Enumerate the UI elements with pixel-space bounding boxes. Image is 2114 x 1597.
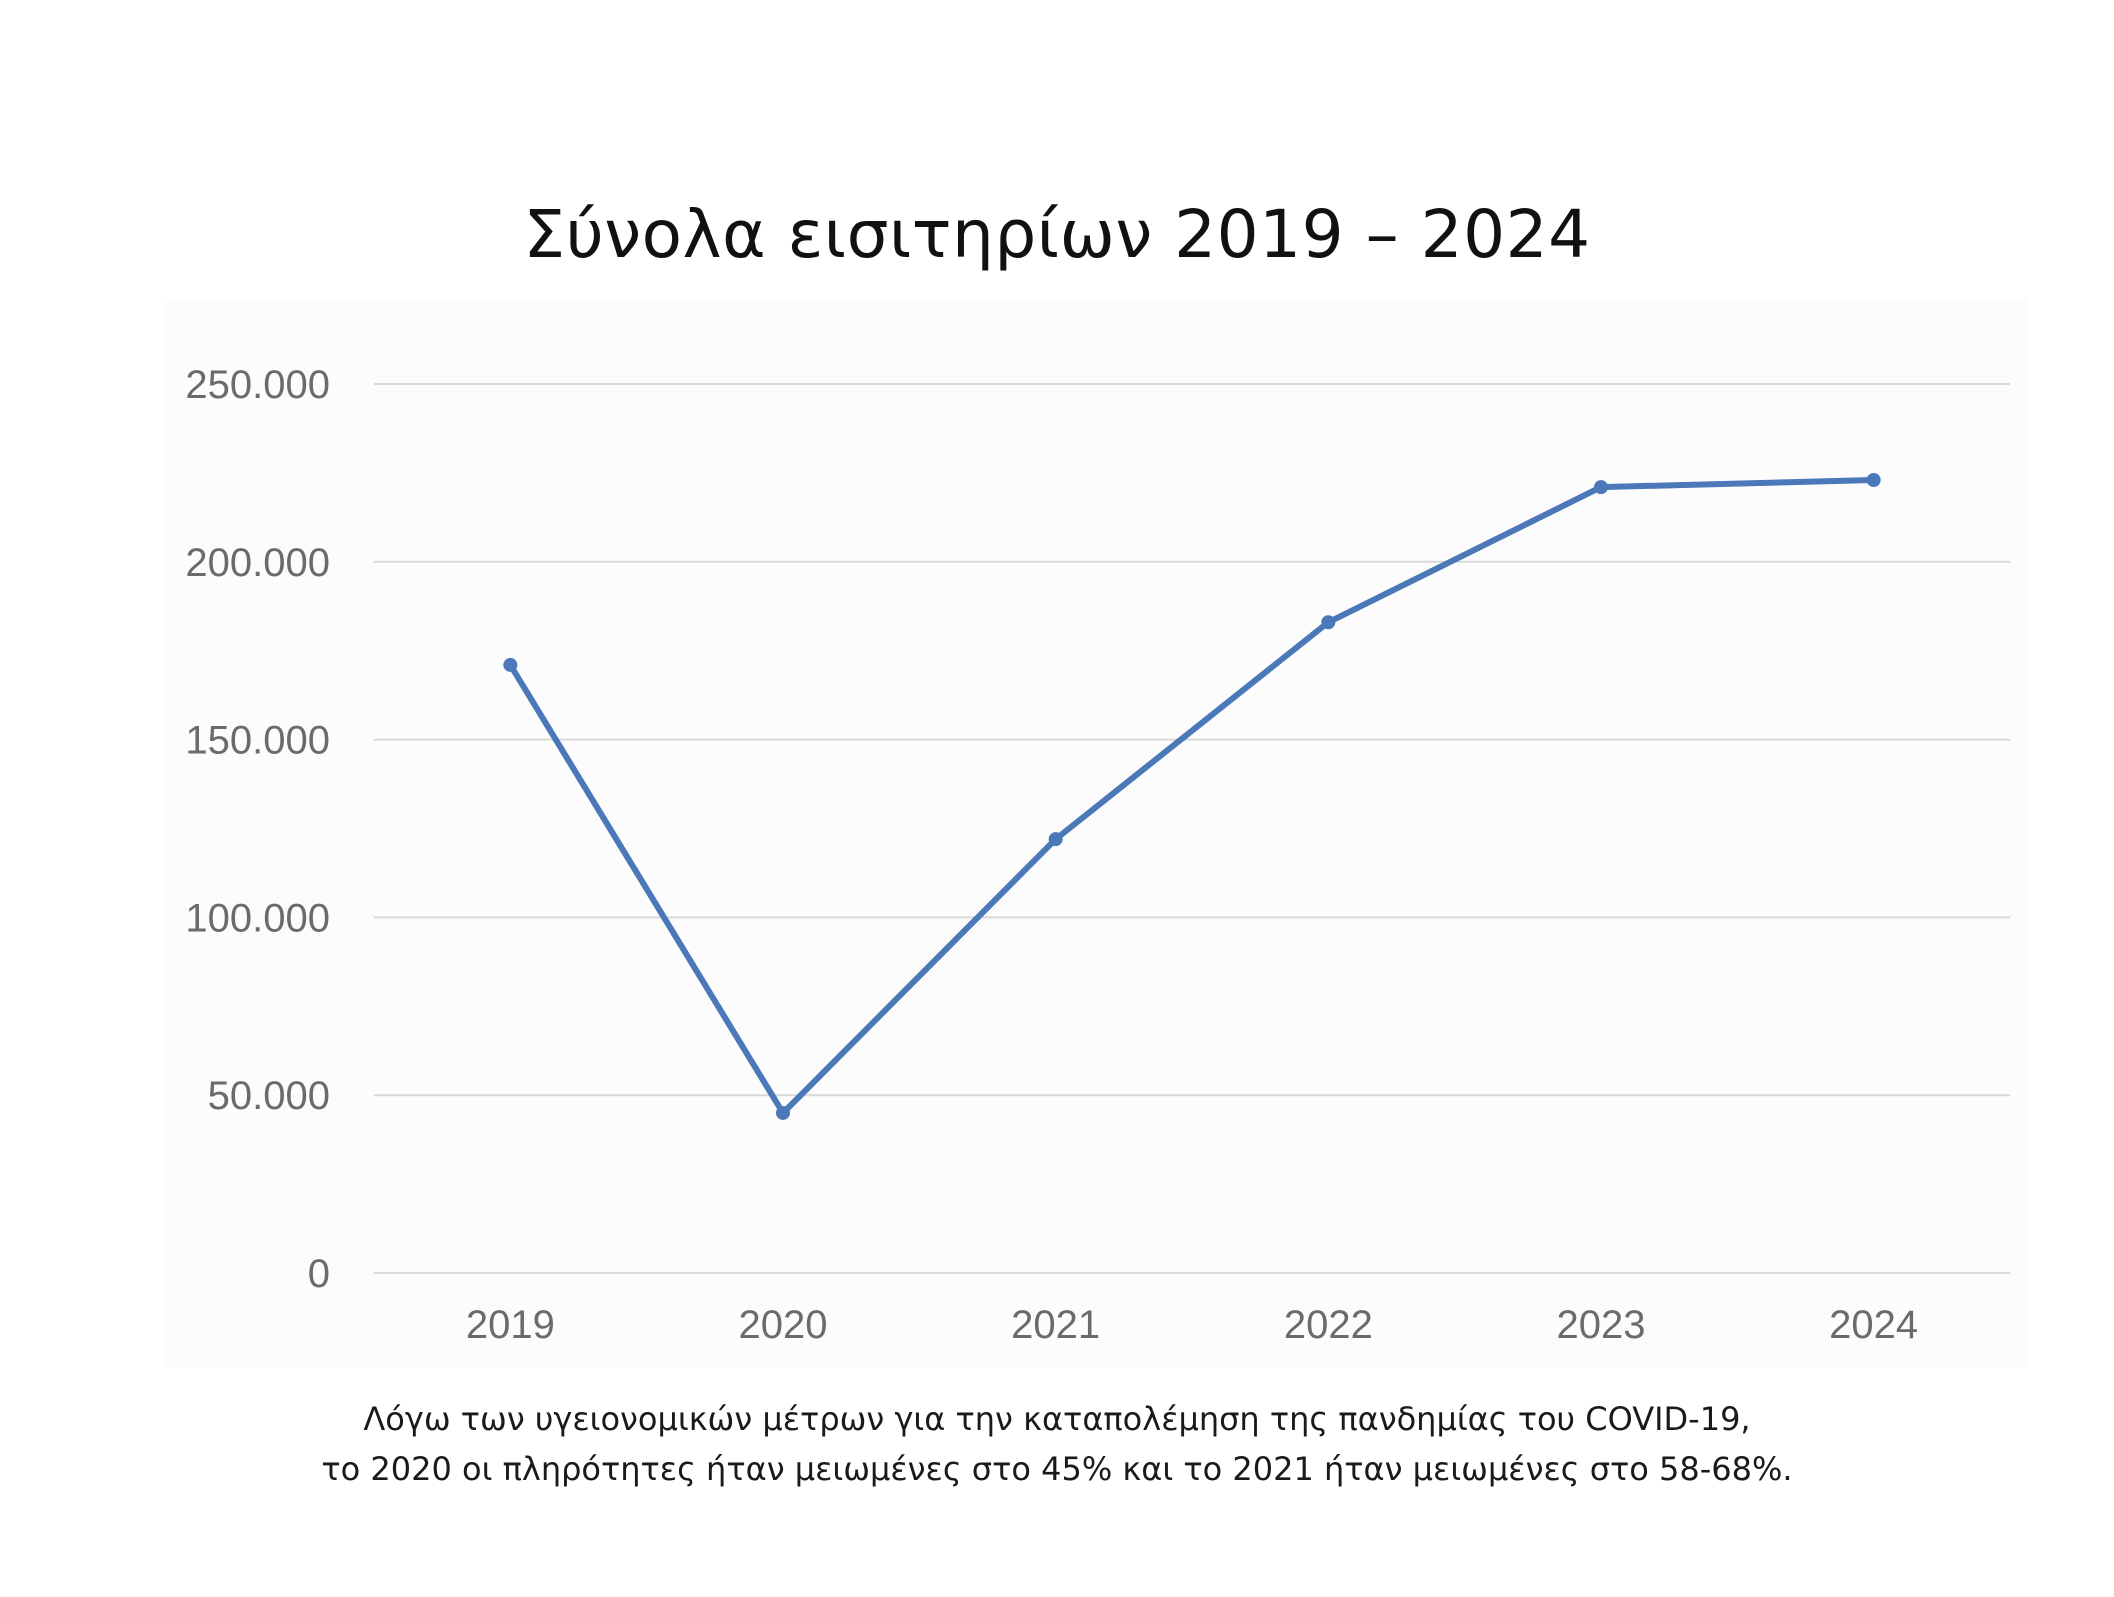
- y-tick-label: 100.000: [185, 896, 330, 940]
- x-tick-label: 2019: [466, 1303, 555, 1347]
- x-tick-label: 2020: [739, 1303, 828, 1347]
- caption-line-2: το 2020 οι πληρότητες ήταν μειωμένες στο…: [321, 1450, 1793, 1488]
- line-chart: 0 50.000 100.000 150.000 200.000 250.000 2019…: [185, 363, 2010, 1347]
- data-point: [503, 657, 518, 672]
- series-line: [507, 477, 1877, 1116]
- y-tick-label: 0: [308, 1252, 330, 1296]
- plot-area: 0 50.000 100.000 150.000 200.000 250.000 2019…: [166, 298, 2028, 1368]
- data-point: [1321, 615, 1336, 630]
- y-tick-label: 200.000: [185, 541, 330, 585]
- x-axis-tick-labels: 2019 2020 2021 2022 2023 2024: [466, 1303, 1918, 1347]
- data-point: [1594, 480, 1608, 495]
- caption: Λόγω των υγειονομικών μέτρων για την κατ…: [0, 1394, 2114, 1494]
- data-point: [776, 1105, 790, 1120]
- x-tick-label: 2022: [1284, 1303, 1373, 1347]
- y-tick-label: 150.000: [185, 719, 330, 763]
- gridlines: [374, 383, 2010, 1274]
- data-point: [1866, 473, 1881, 488]
- y-tick-label: 50.000: [208, 1074, 330, 1118]
- y-tick-label: 250.000: [185, 363, 330, 407]
- chart-title: Σύνολα εισιτηρίων 2019 – 2024: [523, 196, 1591, 273]
- series-layer: [503, 473, 1881, 1120]
- x-tick-label: 2021: [1011, 1303, 1100, 1347]
- x-tick-label: 2024: [1829, 1303, 1918, 1347]
- y-axis-tick-labels: 0 50.000 100.000 150.000 200.000 250.000: [185, 363, 330, 1296]
- x-tick-label: 2023: [1557, 1303, 1646, 1347]
- data-point: [1048, 832, 1063, 847]
- caption-line-1: Λόγω των υγειονομικών μέτρων για την κατ…: [363, 1400, 1751, 1438]
